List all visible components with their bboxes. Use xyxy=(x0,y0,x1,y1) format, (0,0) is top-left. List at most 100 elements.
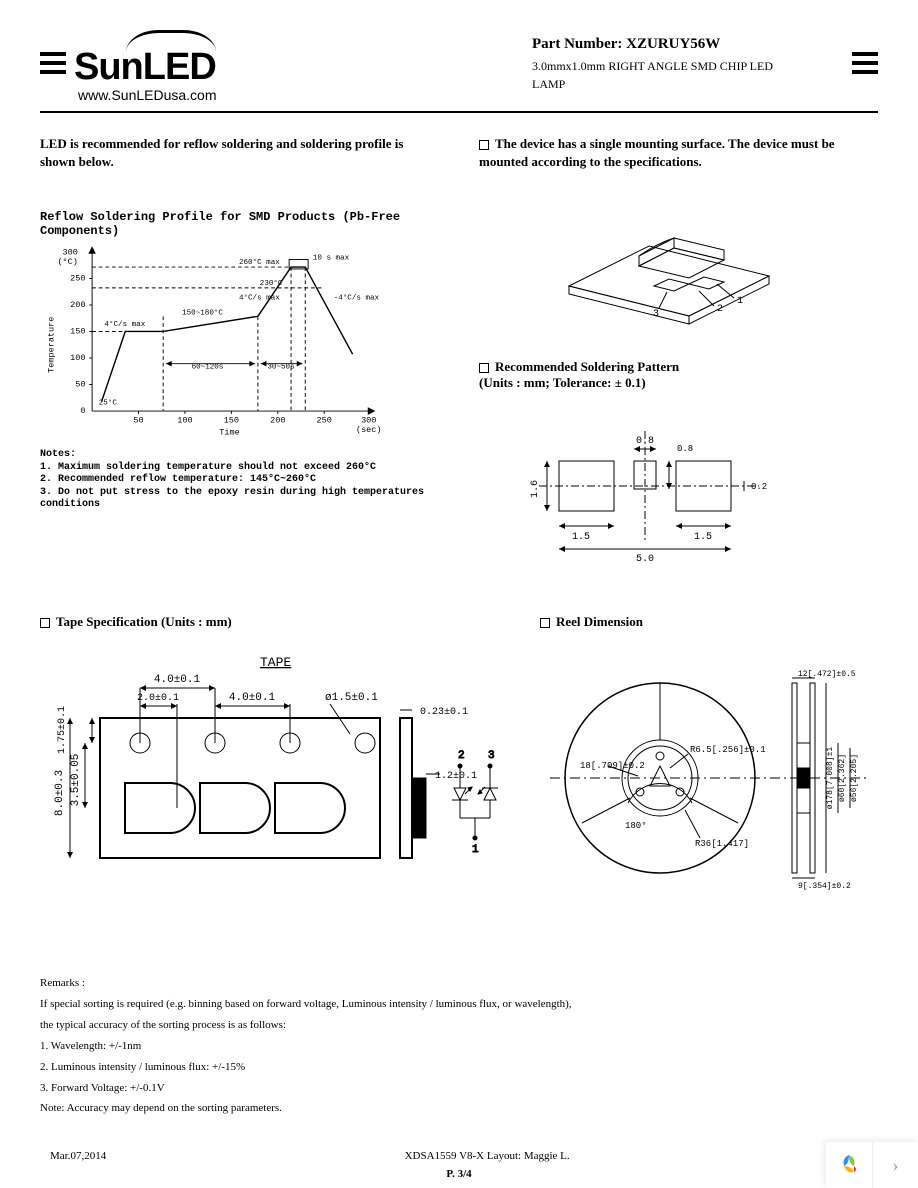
logo-url: www.SunLEDusa.com xyxy=(78,87,217,103)
svg-text:0.23±0.1: 0.23±0.1 xyxy=(420,707,468,718)
logo-text: SunLED xyxy=(74,46,216,89)
svg-text:50: 50 xyxy=(75,380,85,390)
svg-text:TAPE: TAPE xyxy=(260,655,291,670)
svg-text:250: 250 xyxy=(70,273,85,283)
footer-doc: XDSA1559 V8-X Layout: Maggie L. xyxy=(405,1150,570,1162)
svg-text:3: 3 xyxy=(488,750,495,762)
part-desc-2: LAMP xyxy=(532,77,852,92)
svg-text:1.5: 1.5 xyxy=(572,532,590,543)
page-number: P. 3/4 xyxy=(0,1168,918,1180)
svg-text:2: 2 xyxy=(458,750,465,762)
left-column: LED is recommended for reflow soldering … xyxy=(40,135,439,566)
svg-text:200: 200 xyxy=(270,416,285,426)
svg-text:0.2: 0.2 xyxy=(751,482,767,492)
mounting-text: The device has a single mounting surface… xyxy=(479,136,835,169)
sold-heading-text: Recommended Soldering Pattern xyxy=(495,359,679,374)
svg-text:Time: Time xyxy=(219,428,239,438)
svg-text:4°C/s max: 4°C/s max xyxy=(239,293,280,302)
remark-0: If special sorting is required (e.g. bin… xyxy=(40,994,878,1015)
svg-text:300: 300 xyxy=(63,248,78,258)
svg-text:-4°C/s max: -4°C/s max xyxy=(334,293,380,302)
svg-text:(°C): (°C) xyxy=(57,257,77,267)
page-header: SunLED www.SunLEDusa.com Part Number: XZ… xyxy=(40,30,878,113)
svg-text:5.0: 5.0 xyxy=(636,554,654,561)
part-info: Part Number: XZURUY56W 3.0mmx1.0mm RIGHT… xyxy=(532,36,852,95)
tape-heading: Tape Specification (Units : mm) xyxy=(56,614,232,629)
note-1: 1. Maximum soldering temperature should … xyxy=(40,462,439,475)
svg-text:10 s max: 10 s max xyxy=(313,255,350,263)
svg-text:0.8: 0.8 xyxy=(636,436,654,447)
tape-section: Tape Specification (Units : mm) TAPE xyxy=(40,596,500,913)
svg-text:1.75±0.1: 1.75±0.1 xyxy=(57,706,68,754)
part-desc-1: 3.0mmx1.0mm RIGHT ANGLE SMD CHIP LED xyxy=(532,59,852,74)
svg-text:4°C/s max: 4°C/s max xyxy=(104,320,145,329)
svg-text:25°C: 25°C xyxy=(99,399,118,408)
footer-date: Mar.07,2014 xyxy=(50,1150,106,1162)
note-3: 3. Do not put stress to the epoxy resin … xyxy=(40,487,439,512)
svg-text:R6.5[.256]±0.1: R6.5[.256]±0.1 xyxy=(690,745,766,755)
notes-title: Notes: xyxy=(40,449,439,462)
part-number: XZURUY56W xyxy=(626,36,720,52)
nav-widget: › xyxy=(826,1142,918,1188)
svg-text:60~120s: 60~120s xyxy=(192,364,224,372)
menu-icon-right[interactable] xyxy=(852,52,878,74)
reel-section: Reel Dimension 18[.709]±0.2 xyxy=(540,596,880,913)
note-2: 2. Recommended reflow temperature: 145°C… xyxy=(40,474,439,487)
svg-text:100: 100 xyxy=(70,353,85,363)
page-footer: Mar.07,2014 XDSA1559 V8-X Layout: Maggie… xyxy=(50,1150,868,1162)
svg-text:R36[1.417]: R36[1.417] xyxy=(695,839,749,849)
svg-text:(sec): (sec) xyxy=(356,425,382,435)
svg-text:1: 1 xyxy=(737,296,743,307)
brand-logo: SunLED www.SunLEDusa.com xyxy=(74,30,217,103)
remark-3: 2. Luminous intensity / luminous flux: +… xyxy=(40,1057,878,1078)
svg-text:250: 250 xyxy=(317,416,332,426)
soldering-units: (Units : mm; Tolerance: ± 0.1) xyxy=(479,375,878,391)
svg-text:Temperature: Temperature xyxy=(46,317,56,373)
remarks-section: Remarks : If special sorting is required… xyxy=(40,973,878,1119)
part-label: Part Number: xyxy=(532,36,622,52)
right-column: The device has a single mounting surface… xyxy=(479,135,878,566)
svg-text:3: 3 xyxy=(653,309,659,320)
soldering-pattern-diagram: 1.5 1.5 5.0 0.8 1.6 0.8 0.2 xyxy=(519,401,779,561)
reel-diagram: 18[.709]±0.2 R6.5[.256]±0.1 R36[1.417] 1… xyxy=(540,648,880,908)
reflow-intro: LED is recommended for reflow soldering … xyxy=(40,135,439,170)
reflow-chart: 300(°C) 250 200 150 100 50 0 50 100 150 … xyxy=(40,240,400,440)
svg-text:18[.709]±0.2: 18[.709]±0.2 xyxy=(580,761,645,771)
svg-text:1: 1 xyxy=(472,844,479,856)
svg-text:2.0±0.1: 2.0±0.1 xyxy=(137,693,179,704)
svg-text:ø1.5±0.1: ø1.5±0.1 xyxy=(325,692,378,704)
menu-icon[interactable] xyxy=(40,52,66,74)
app-logo-icon[interactable] xyxy=(826,1142,872,1188)
chart-title: Reflow Soldering Profile for SMD Product… xyxy=(40,210,439,238)
svg-text:260°C max: 260°C max xyxy=(239,258,280,267)
svg-text:9[.354]±0.2: 9[.354]±0.2 xyxy=(798,882,851,891)
remark-1: the typical accuracy of the sorting proc… xyxy=(40,1015,878,1036)
remarks-title: Remarks : xyxy=(40,973,878,994)
svg-text:180°: 180° xyxy=(625,821,647,831)
svg-text:230°C: 230°C xyxy=(260,279,283,288)
reel-heading: Reel Dimension xyxy=(556,614,643,629)
chevron-right-icon[interactable]: › xyxy=(872,1142,918,1188)
svg-text:2: 2 xyxy=(717,304,723,315)
svg-text:30~50s: 30~50s xyxy=(267,364,294,372)
svg-text:1.6: 1.6 xyxy=(530,480,541,498)
device-isometric-diagram: 2 1 3 xyxy=(539,186,799,336)
svg-text:1.2±0.1: 1.2±0.1 xyxy=(435,771,477,782)
svg-text:0.8: 0.8 xyxy=(677,444,693,454)
remark-2: 1. Wavelength: +/-1nm xyxy=(40,1036,878,1057)
svg-text:50: 50 xyxy=(133,416,143,426)
svg-text:3.5±0.05: 3.5±0.05 xyxy=(70,754,82,807)
svg-text:4.0±0.1: 4.0±0.1 xyxy=(229,692,276,704)
svg-text:150: 150 xyxy=(224,416,239,426)
soldering-heading: Recommended Soldering Pattern xyxy=(479,359,878,375)
svg-text:100: 100 xyxy=(177,416,192,426)
reflow-chart-box: Reflow Soldering Profile for SMD Product… xyxy=(40,210,439,512)
svg-text:8.0±0.3: 8.0±0.3 xyxy=(54,770,66,816)
svg-text:4.0±0.1: 4.0±0.1 xyxy=(154,674,201,686)
chart-notes: Notes: 1. Maximum soldering temperature … xyxy=(40,449,439,512)
svg-text:200: 200 xyxy=(70,300,85,310)
svg-text:150~180°C: 150~180°C xyxy=(182,309,223,318)
remark-4: 3. Forward Voltage: +/-0.1V xyxy=(40,1078,878,1099)
svg-text:0: 0 xyxy=(80,406,85,416)
svg-text:150: 150 xyxy=(70,326,85,336)
